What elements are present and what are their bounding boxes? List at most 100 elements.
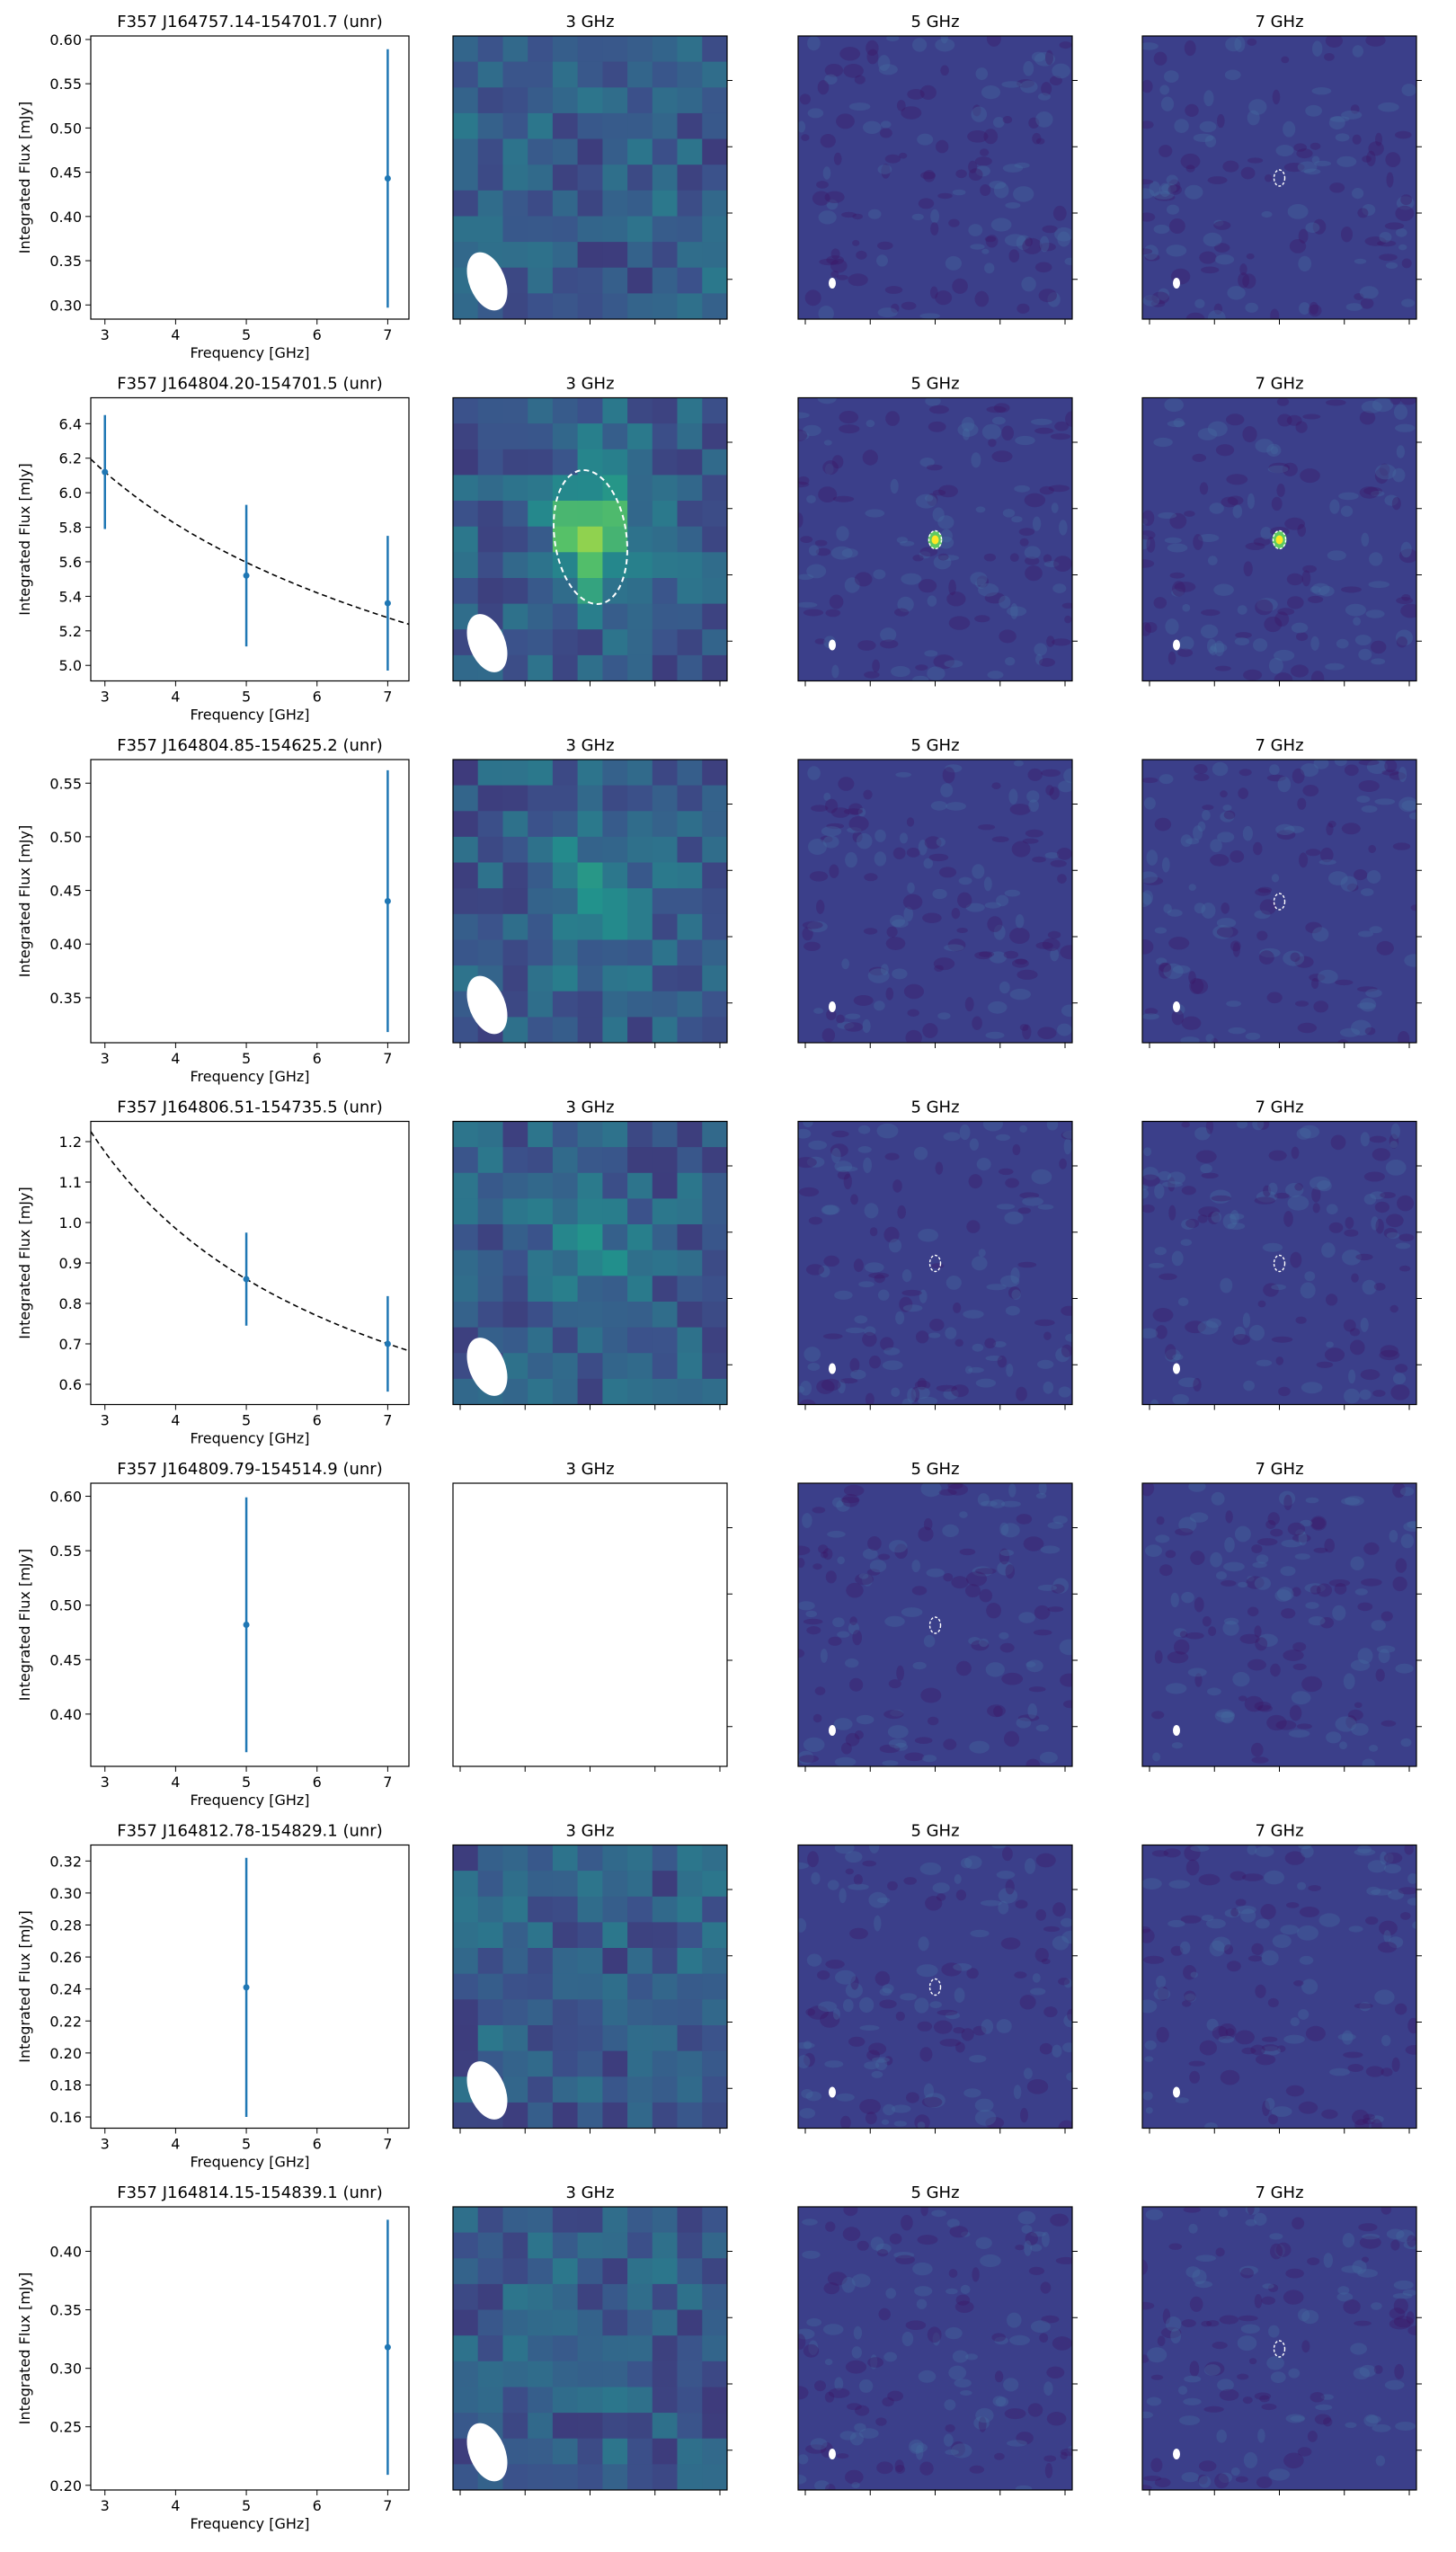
map-pixel: [528, 2335, 554, 2362]
noise-blob: [1289, 1704, 1302, 1721]
data-point: [243, 1276, 250, 1283]
x-tick-label: 4: [171, 2136, 180, 2153]
noise-blob: [1264, 1870, 1284, 1885]
noise-blob: [836, 113, 855, 129]
noise-blob: [808, 1216, 823, 1225]
noise-blob: [1296, 1127, 1311, 1140]
noise-blob: [1392, 1373, 1407, 1385]
map-pixel: [702, 112, 727, 140]
noise-blob: [844, 1022, 864, 1032]
noise-blob: [917, 1377, 927, 1391]
noise-blob: [919, 84, 937, 100]
noise-blob: [1384, 222, 1405, 230]
noise-blob: [814, 2480, 830, 2490]
noise-blob: [1205, 1034, 1214, 1043]
noise-blob: [1201, 609, 1221, 617]
map-pixel: [453, 1302, 479, 1329]
noise-blob: [1043, 1381, 1054, 1394]
map-pixel: [528, 1172, 554, 1199]
noise-blob: [1165, 2316, 1182, 2332]
map-pixel: [477, 526, 503, 553]
map-pixel: [552, 888, 579, 915]
noise-blob: [1147, 2347, 1167, 2363]
map-pixel: [577, 449, 603, 476]
noise-blob: [798, 2041, 815, 2050]
map-pixel: [602, 2387, 628, 2414]
noise-blob: [1247, 1658, 1266, 1671]
figure-row-4: F357 J164806.51-154735.5 (unr)3 4 5 6 7Frequ…: [16, 1098, 1422, 1447]
noise-blob: [1198, 2476, 1212, 2488]
noise-blob: [868, 1356, 882, 1369]
map-pixel: [502, 526, 528, 553]
noise-blob: [854, 75, 866, 84]
noise-blob: [1000, 1937, 1021, 1950]
noise-blob: [1298, 2009, 1310, 2020]
noise-blob: [1239, 2265, 1258, 2275]
noise-blob: [1201, 1172, 1219, 1179]
noise-blob: [854, 2423, 866, 2432]
noise-blob: [1389, 1530, 1398, 1543]
source-ellipse: [928, 1254, 942, 1273]
map-background: [798, 760, 1072, 1043]
map-pixel: [577, 2207, 603, 2234]
noise-blob: [1351, 1019, 1372, 1036]
y-tick-label: 0.28: [49, 1916, 82, 1934]
noise-blob: [990, 1499, 1006, 1508]
noise-blob: [1011, 1289, 1021, 1300]
noise-blob: [1256, 930, 1268, 941]
noise-blob: [1268, 2325, 1280, 2338]
noise-blob: [834, 1290, 853, 1300]
noise-blob: [1184, 1990, 1196, 2002]
noise-blob: [1380, 1851, 1388, 1865]
noise-blob: [879, 1744, 901, 1754]
noise-blob: [1227, 1223, 1246, 1231]
map-pixel: [453, 1871, 479, 1898]
noise-blob: [972, 864, 985, 879]
noise-blob: [998, 1900, 1009, 1915]
map-pixel: [502, 423, 528, 450]
noise-blob: [1370, 2115, 1384, 2123]
map-pixel: [477, 2232, 503, 2259]
noise-blob: [806, 1626, 821, 1635]
y-tick-label: 0.7: [59, 1336, 82, 1353]
map-pixel: [552, 1999, 579, 2026]
x-tick-label: 5: [242, 1050, 251, 1067]
noise-blob: [978, 2416, 987, 2432]
noise-blob: [824, 74, 838, 85]
noise-blob: [1393, 2316, 1414, 2328]
noise-blob: [1312, 1203, 1320, 1214]
noise-blob: [1245, 542, 1265, 550]
noise-blob: [1042, 938, 1061, 952]
noise-blob: [858, 1996, 874, 2013]
noise-blob: [1373, 2365, 1383, 2374]
noise-blob: [1256, 2054, 1276, 2066]
noise-blob: [1389, 397, 1401, 405]
noise-blob: [869, 1845, 880, 1854]
map-pixel: [602, 36, 628, 63]
map-pixel: [702, 1922, 727, 1949]
noise-blob: [1013, 186, 1034, 202]
map-pixel: [502, 112, 528, 140]
noise-blob: [857, 1146, 872, 1153]
map-pixel: [652, 1999, 679, 2026]
map-title: 3 GHz: [565, 1822, 614, 1841]
noise-blob: [1326, 1294, 1338, 1306]
map-pixel: [652, 1249, 679, 1276]
map-pixel: [627, 1147, 653, 1174]
noise-blob: [1237, 2373, 1249, 2380]
spectrum-panel: F357 J164812.78-154829.1 (unr)3 4 5 6 7Frequ…: [16, 1822, 410, 2171]
noise-blob: [1283, 2290, 1304, 2305]
noise-blob: [927, 666, 946, 681]
noise-blob: [1305, 849, 1321, 857]
noise-blob: [1204, 2361, 1225, 2377]
data-point: [243, 572, 250, 579]
noise-blob: [1180, 1239, 1193, 1246]
noise-blob: [1223, 1944, 1234, 1955]
map-title: 5 GHz: [910, 1460, 959, 1479]
map-pixel: [577, 2102, 603, 2129]
noise-blob: [948, 579, 956, 596]
noise-blob: [1025, 556, 1040, 565]
noise-blob: [1396, 227, 1407, 237]
map-pixel: [477, 61, 503, 88]
